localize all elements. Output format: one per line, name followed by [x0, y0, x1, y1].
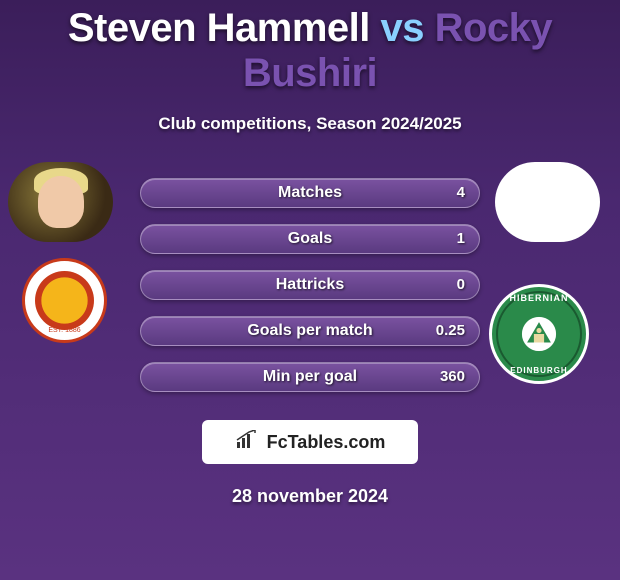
stat-label: Goals: [141, 225, 479, 253]
stat-right-value: 1: [457, 225, 465, 253]
club-badge-hibernian: HIBERNIAN EDINBURGH: [489, 284, 589, 384]
stat-row-hattricks: Hattricks 0: [140, 270, 480, 300]
comparison-title: Steven Hammell vs Rocky Bushiri: [0, 0, 620, 96]
stat-right-value: 0: [457, 271, 465, 299]
branding-text: FcTables.com: [267, 432, 386, 453]
right-column: HIBERNIAN EDINBURGH: [495, 162, 600, 384]
stat-label: Matches: [141, 179, 479, 207]
chart-icon: [235, 430, 261, 455]
branding-box[interactable]: FcTables.com: [202, 420, 418, 464]
player2-avatar: [495, 162, 600, 242]
stat-right-value: 4: [457, 179, 465, 207]
comparison-date: 28 november 2024: [0, 486, 620, 507]
stat-row-matches: Matches 4: [140, 178, 480, 208]
hibs-crest-icon: [522, 317, 556, 351]
club-badge-motherwell: EST. 1886: [22, 258, 107, 343]
stat-right-value: 0.25: [436, 317, 465, 345]
vs-text: vs: [380, 6, 424, 50]
stats-area: EST. 1886 HIBERNIAN EDINBURGH Matches 4 …: [0, 162, 620, 412]
player1-avatar: [8, 162, 113, 242]
stat-label: Goals per match: [141, 317, 479, 345]
stat-bars: Matches 4 Goals 1 Hattricks 0 Goals per …: [140, 178, 480, 408]
motherwell-est: EST. 1886: [25, 327, 104, 334]
stat-label: Min per goal: [141, 363, 479, 391]
hibs-bottom-text: EDINBURGH: [492, 366, 586, 375]
left-column: EST. 1886: [8, 162, 128, 343]
stat-row-mpg: Min per goal 360: [140, 362, 480, 392]
player1-name: Steven Hammell: [68, 6, 370, 50]
season-subtitle: Club competitions, Season 2024/2025: [0, 114, 620, 134]
stat-row-goals: Goals 1: [140, 224, 480, 254]
hibs-top-text: HIBERNIAN: [492, 293, 586, 303]
stat-row-gpm: Goals per match 0.25: [140, 316, 480, 346]
stat-label: Hattricks: [141, 271, 479, 299]
stat-right-value: 360: [440, 363, 465, 391]
